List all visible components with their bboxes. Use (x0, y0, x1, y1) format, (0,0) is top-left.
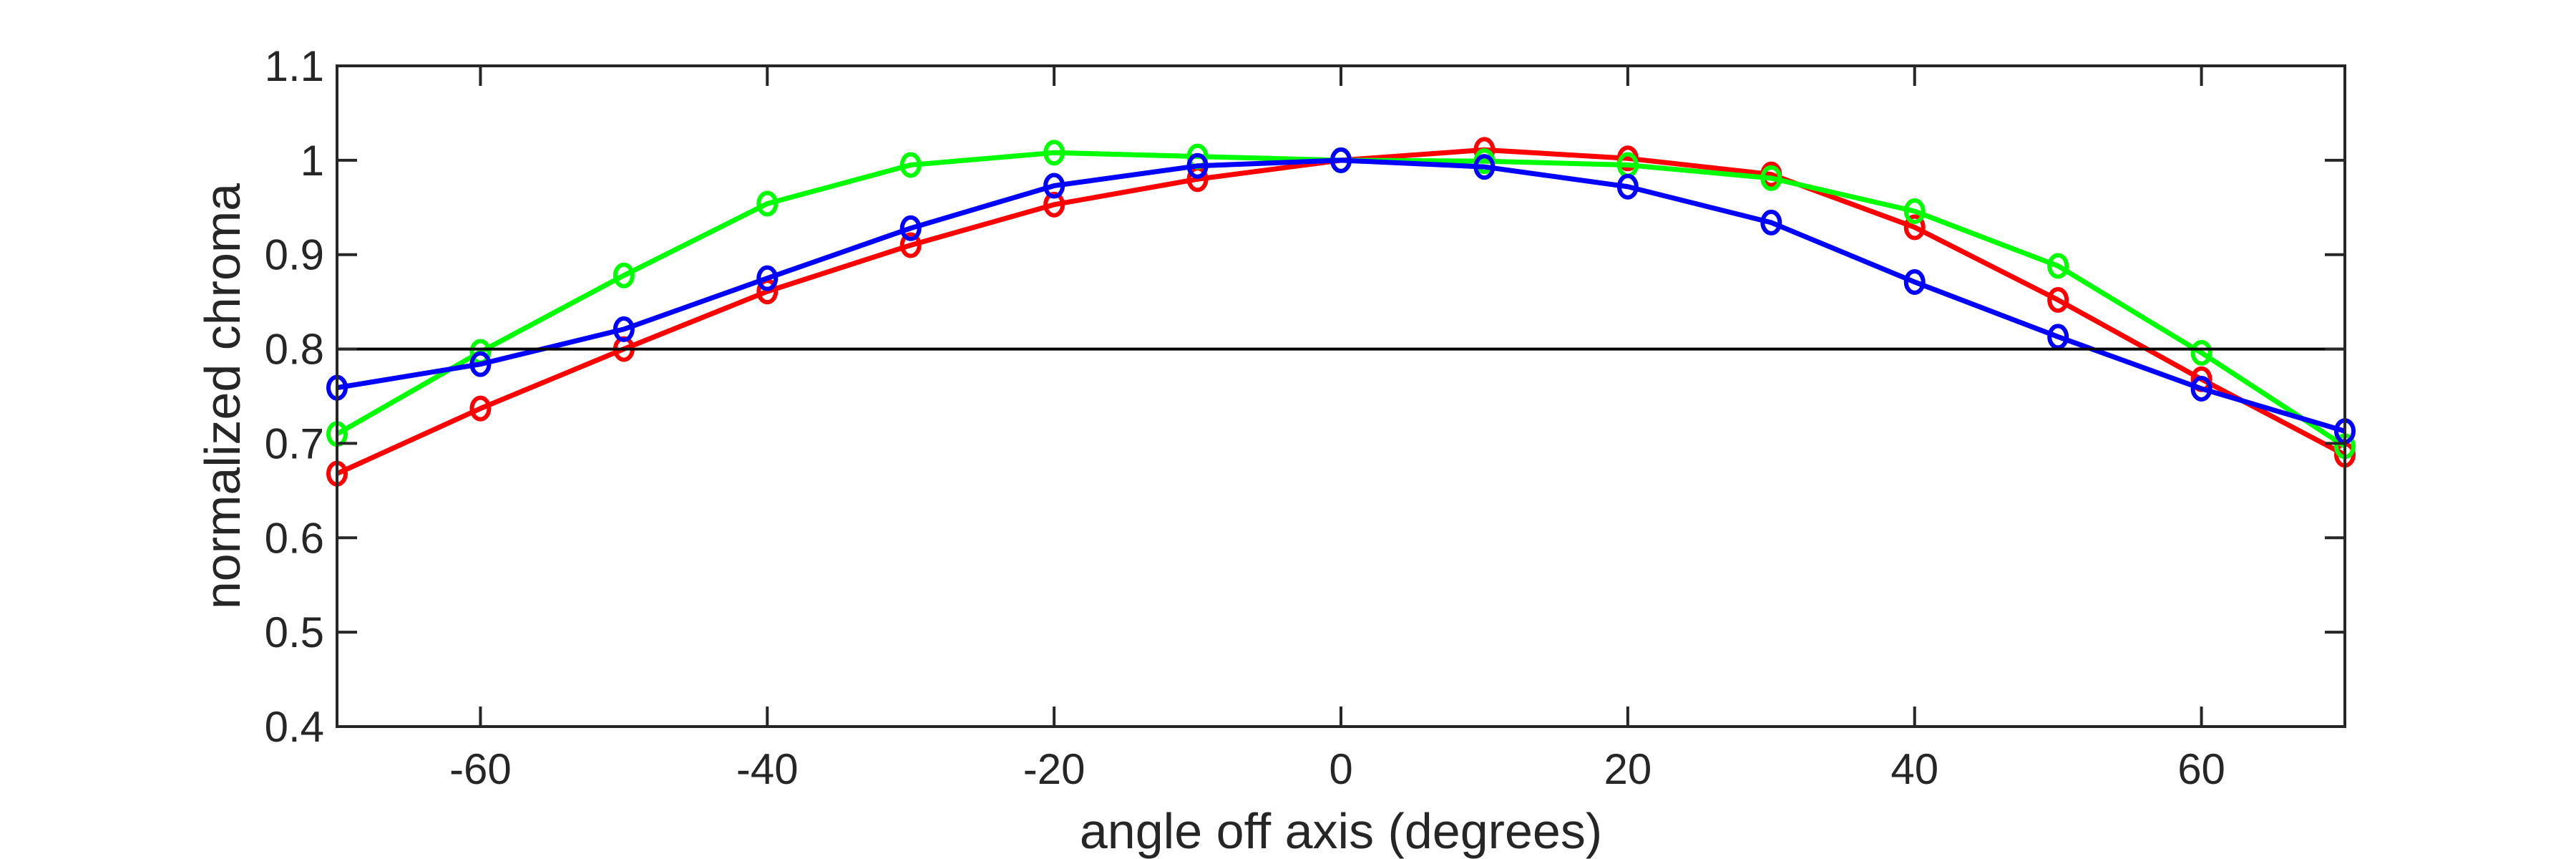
data-point (2047, 324, 2069, 350)
data-point (1043, 173, 1065, 199)
series-0 (326, 137, 2356, 487)
data-point (899, 232, 922, 258)
data-point (2190, 375, 2212, 402)
x-tick-label: 40 (1890, 745, 1938, 793)
data-point (1903, 268, 1926, 295)
x-tick-label: -20 (1023, 745, 1085, 793)
series-line (336, 147, 2346, 476)
ticks-layer: -60 -40 -20 0 20 40 60 0.4 0.5 0.6 0.7 0.8 0.9 1 1.1 (265, 42, 2345, 793)
data-point (899, 215, 922, 241)
x-tick-label: 20 (1604, 745, 1652, 793)
data-point (469, 351, 492, 377)
series-layer (326, 137, 2356, 487)
data-point (1616, 173, 1639, 200)
y-tick-label: 0.5 (265, 608, 324, 656)
data-point (469, 395, 492, 422)
data-point (613, 316, 635, 342)
data-point (1043, 140, 1065, 166)
data-point (2190, 339, 2212, 366)
data-point (756, 190, 779, 217)
y-tick-label: 1.1 (265, 42, 324, 90)
y-tick-label: 0.7 (265, 419, 324, 467)
data-point (2047, 287, 2069, 314)
y-tick-label: 0.6 (265, 514, 324, 562)
y-tick-label: 0.9 (265, 231, 324, 279)
y-axis-label: normalized chroma (195, 183, 250, 609)
data-point (1186, 152, 1209, 179)
data-point (1760, 165, 1782, 191)
data-point (613, 262, 635, 288)
y-tick-label: 0.8 (265, 326, 324, 374)
axes-box (336, 64, 2346, 728)
data-point (2047, 253, 2069, 279)
data-point (899, 152, 922, 178)
x-tick-label: -60 (449, 745, 512, 793)
x-tick-label: 60 (2177, 745, 2225, 793)
data-point (1330, 147, 1352, 173)
y-tick-label: 1 (301, 137, 324, 185)
series-2 (326, 147, 2356, 445)
series-line (336, 150, 2346, 449)
x-tick-label: 0 (1329, 745, 1352, 793)
series-line (336, 157, 2346, 434)
data-point (1043, 191, 1065, 218)
data-point (1903, 198, 1926, 225)
data-point (1760, 209, 1782, 236)
y-tick-label: 0.4 (265, 703, 324, 751)
data-point (1473, 154, 1496, 180)
data-point (1903, 214, 1926, 241)
x-axis-label: angle off axis (degrees) (1080, 803, 1602, 859)
data-point (756, 265, 779, 291)
x-tick-label: -40 (736, 745, 799, 793)
